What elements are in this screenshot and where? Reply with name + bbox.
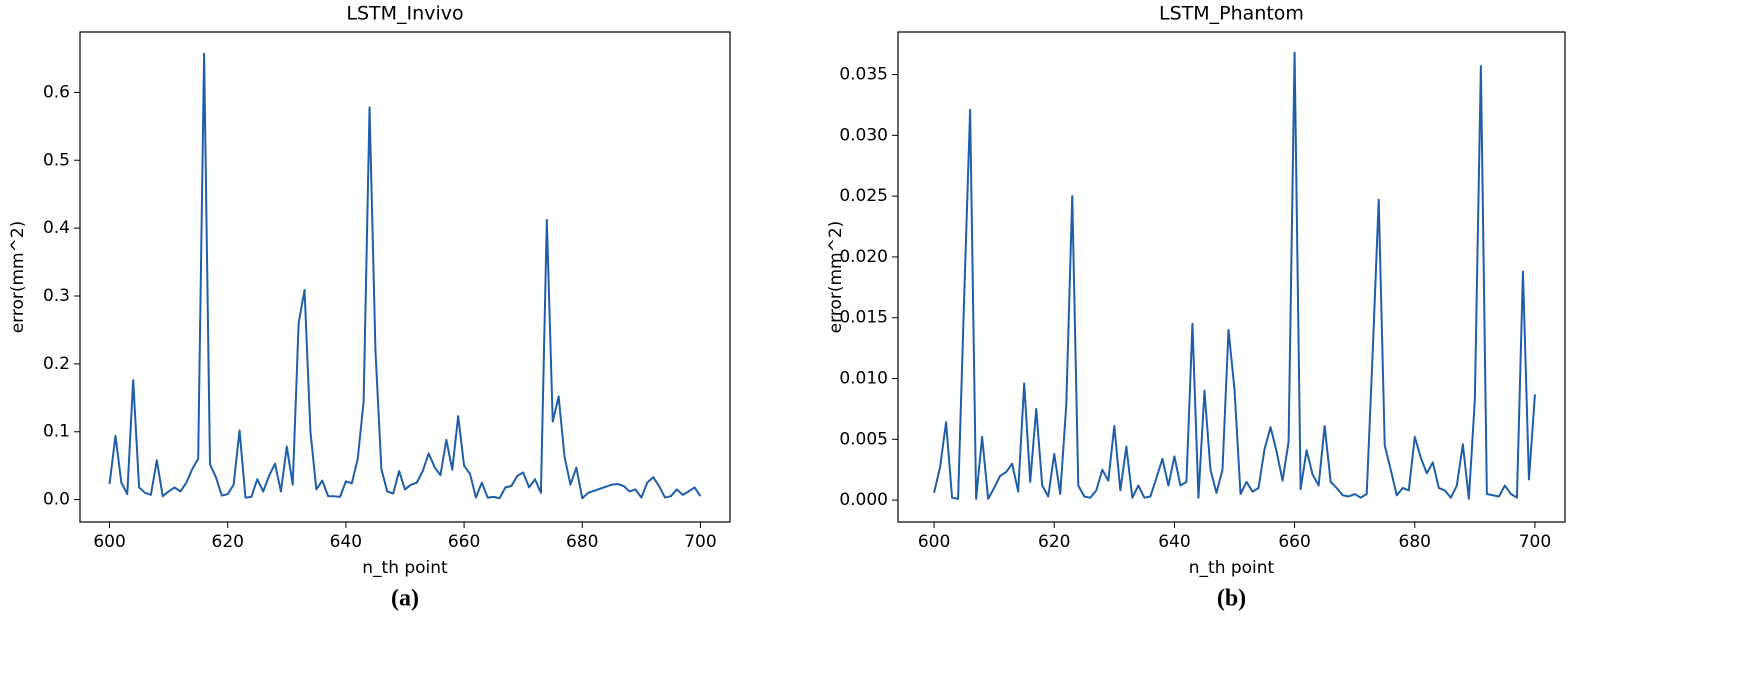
y-tick-label: 0.000 [839,490,888,510]
y-tick-label: 0.6 [43,82,70,102]
y-tick-label: 0.0 [43,490,70,510]
y-tick-label: 0.010 [839,369,888,389]
x-tick-label: 620 [212,532,244,552]
x-axis-label: n_th point [362,558,448,578]
axes-frame [897,31,1566,523]
y-tick-label: 0.4 [43,218,70,238]
x-tick-label: 640 [330,532,362,552]
x-tick-label: 680 [566,532,598,552]
y-tick-label: 0.3 [43,286,70,306]
data-line [933,51,1536,500]
y-tick-label: 0.015 [839,308,888,328]
caption: (b) [1217,586,1246,612]
axes-frame [79,31,731,523]
y-tick-label: 0.005 [839,429,888,449]
x-tick-label: 620 [1038,532,1070,552]
x-tick-label: 600 [918,532,950,552]
caption: (a) [391,586,419,612]
x-tick-label: 700 [1519,532,1551,552]
x-axis-label: n_th point [1189,558,1275,578]
y-tick-label: 0.030 [839,125,888,145]
x-tick-label: 660 [1278,532,1310,552]
y-tick-label: 0.1 [43,422,70,442]
chart-title: LSTM_Invivo [346,3,463,25]
y-tick-label: 0.5 [43,150,70,170]
y-axis-label: error(mm^2) [826,221,846,334]
x-tick-label: 680 [1399,532,1431,552]
y-tick-label: 0.035 [839,65,888,85]
x-tick-label: 700 [684,532,716,552]
y-tick-label: 0.025 [839,186,888,206]
data-line [108,52,702,500]
x-tick-label: 600 [93,532,125,552]
x-tick-label: 640 [1158,532,1190,552]
chart-title: LSTM_Phantom [1159,3,1304,25]
y-tick-label: 0.020 [839,247,888,267]
y-tick-label: 0.2 [43,354,70,374]
x-tick-label: 660 [448,532,480,552]
y-axis-label: error(mm^2) [8,221,28,334]
